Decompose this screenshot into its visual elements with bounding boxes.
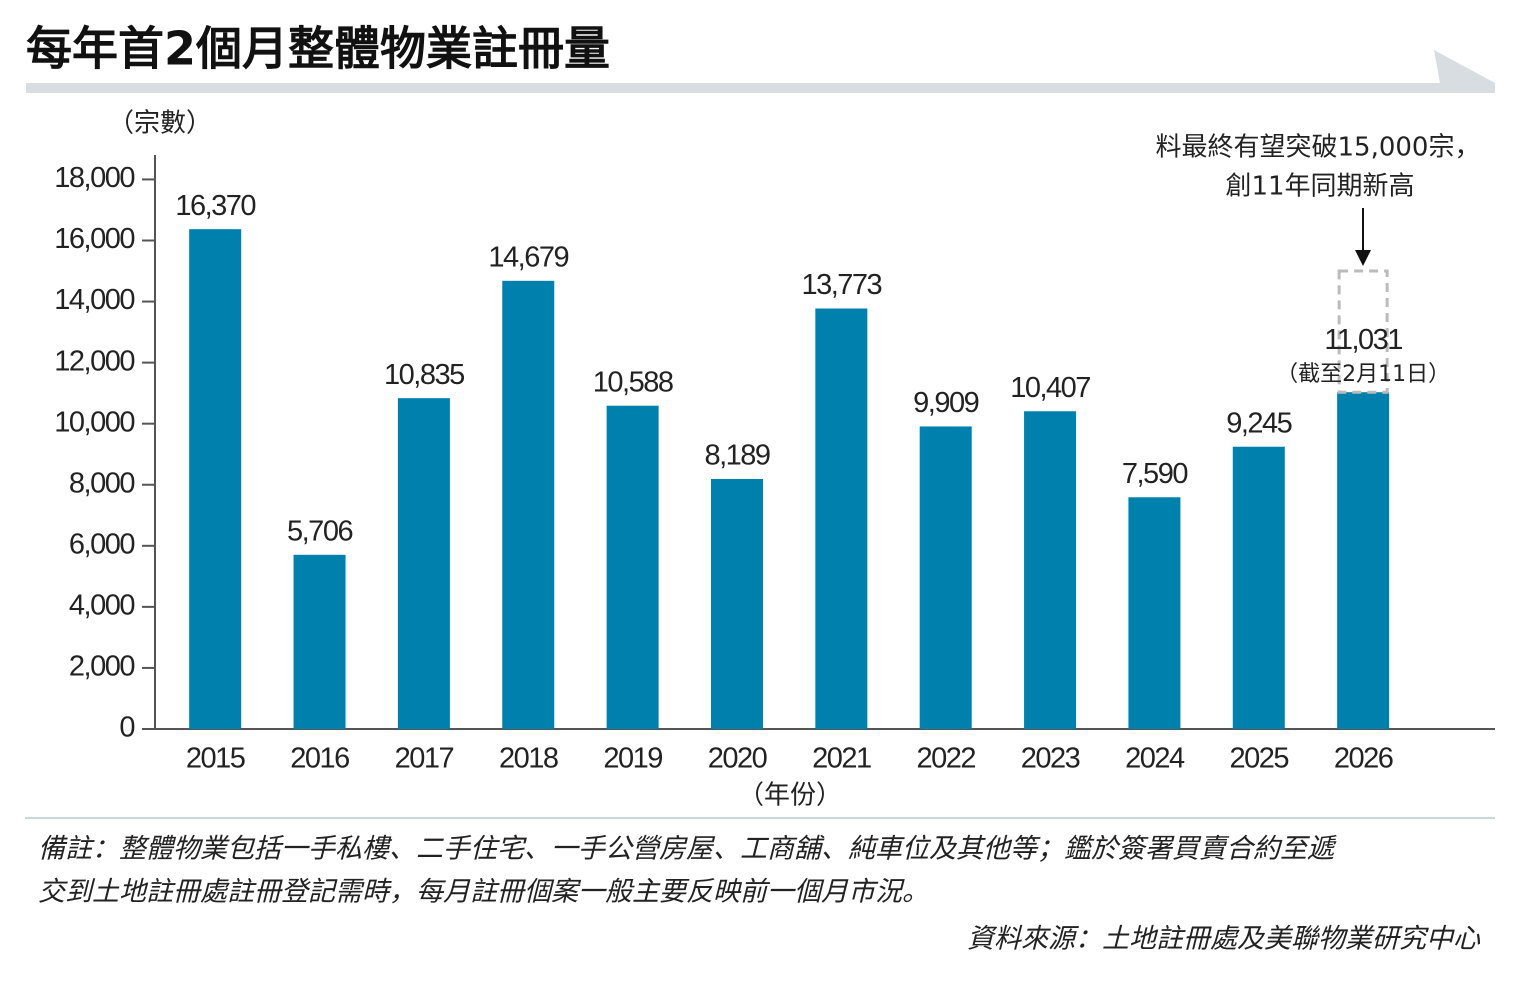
bar (397, 398, 450, 729)
value-label: 5,706 (287, 515, 352, 547)
x-tick-label: 2024 (1125, 743, 1185, 775)
annotation: 創11年同期新高 (1225, 172, 1414, 202)
value-label: 10,835 (384, 359, 464, 391)
y-tick-label: 6,000 (69, 528, 134, 560)
bar (606, 405, 659, 729)
title-bar (26, 50, 1495, 93)
value-label: 10,407 (1010, 372, 1090, 404)
bar (815, 308, 868, 729)
chart-title: 每年首2個月整體物業註冊量 (26, 22, 610, 76)
value-label: 9,909 (913, 387, 978, 419)
x-tick-label: 2021 (812, 743, 871, 775)
value-label: 14,679 (488, 241, 568, 273)
bar (1128, 497, 1181, 729)
x-axis-label: （年份） (738, 781, 842, 811)
x-tick-label: 2019 (603, 743, 662, 775)
value-label: 9,245 (1226, 407, 1291, 439)
bar (293, 554, 346, 729)
annotation-arrowhead (1355, 250, 1371, 266)
bar (919, 426, 972, 729)
value-label: 7,590 (1122, 458, 1187, 490)
y-axis-label: （宗數） (108, 109, 212, 139)
value-note: （截至2月11日） (1276, 362, 1450, 387)
y-tick-label: 2,000 (69, 651, 134, 683)
value-label: 11,031 (1324, 324, 1402, 356)
y-tick-label: 12,000 (54, 345, 134, 377)
projection-box (1337, 269, 1389, 394)
x-tick-label: 2015 (186, 743, 245, 775)
value-label: 16,370 (175, 190, 255, 222)
note: 備註：整體物業包括一手私樓、二手住宅、一手公營房屋、工商舖、純車位及其他等；鑑於… (38, 834, 1337, 865)
x-tick-label: 2020 (708, 743, 767, 775)
y-tick-label: 0 (119, 712, 134, 744)
bar (189, 229, 242, 729)
y-tick-label: 8,000 (69, 467, 134, 499)
x-tick-label: 2022 (916, 743, 975, 775)
bar (1337, 392, 1390, 729)
x-tick-label: 2023 (1021, 743, 1080, 775)
y-tick-label: 16,000 (54, 223, 134, 255)
bar (1024, 411, 1077, 729)
source: 資料來源：土地註冊處及美聯物業研究中心 (967, 924, 1481, 955)
value-label: 8,189 (704, 440, 769, 472)
annotation: 料最終有望突破15,000宗， (1156, 133, 1481, 163)
bar (1232, 446, 1285, 729)
bar (710, 478, 763, 729)
y-tick-label: 14,000 (54, 284, 134, 316)
y-tick-label: 4,000 (69, 590, 134, 622)
y-tick-label: 10,000 (54, 406, 134, 438)
x-tick-label: 2018 (499, 743, 558, 775)
note: 交到土地註冊處註冊登記需時，每月註冊個案一般主要反映前一個月市況。 (38, 877, 929, 908)
x-tick-label: 2016 (290, 743, 349, 775)
value-label: 10,588 (593, 366, 673, 398)
bar (502, 280, 555, 729)
x-tick-label: 2017 (395, 743, 454, 775)
x-tick-label: 2025 (1230, 743, 1289, 775)
y-tick-label: 18,000 (54, 162, 134, 194)
x-tick-label: 2026 (1334, 743, 1393, 775)
value-label: 13,773 (801, 269, 881, 301)
